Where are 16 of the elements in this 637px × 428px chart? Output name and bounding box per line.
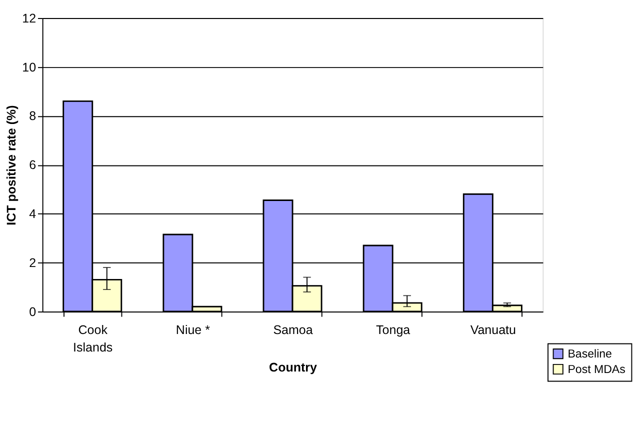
legend-label: Baseline — [568, 348, 612, 361]
y-tick-label: 12 — [22, 11, 36, 26]
x-tick-label: Vanuatu — [470, 323, 516, 338]
y-axis-title: ICT positive rate (%) — [4, 105, 18, 226]
y-tick-label: 4 — [29, 207, 36, 222]
y-tick-label: 10 — [22, 60, 36, 74]
y-tick-label: 2 — [29, 256, 36, 270]
legend-label: Post MDAs — [568, 364, 626, 376]
y-tick-label: 8 — [29, 109, 36, 124]
y-tick-label: 0 — [29, 304, 36, 319]
x-axis-title: Country — [269, 360, 317, 375]
y-tick-label: 6 — [29, 158, 36, 172]
x-tick-label: Niue * — [176, 323, 210, 338]
x-tick-label: Samoa — [273, 323, 313, 338]
x-tick-label: Tonga — [376, 323, 410, 338]
x-tick-label: Cook Islands — [73, 323, 113, 354]
